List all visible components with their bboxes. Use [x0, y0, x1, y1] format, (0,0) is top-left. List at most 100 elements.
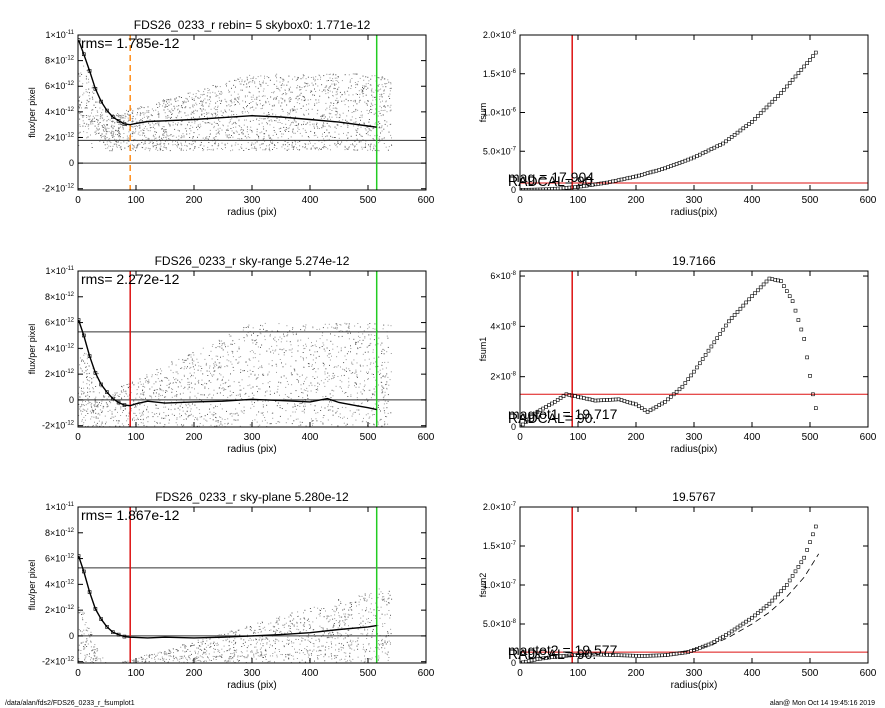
- scatter-point: [138, 409, 140, 411]
- scatter-point: [112, 127, 114, 129]
- scatter-point: [225, 100, 227, 102]
- scatter-point: [328, 378, 330, 380]
- scatter-point: [80, 368, 82, 370]
- scatter-point: [97, 121, 98, 123]
- scatter-point: [175, 404, 177, 405]
- scatter-point: [273, 105, 275, 107]
- scatter-point: [158, 398, 160, 400]
- scatter-point: [341, 381, 343, 383]
- scatter-point: [249, 424, 251, 426]
- scatter-point: [204, 439, 205, 440]
- scatter-point: [188, 687, 189, 688]
- scatter-point: [383, 93, 385, 94]
- scatter-point: [163, 103, 165, 105]
- scatter-point: [373, 393, 375, 395]
- scatter-point: [257, 377, 259, 378]
- scatter-point: [379, 98, 381, 100]
- scatter-point: [284, 336, 286, 338]
- scatter-point: [308, 366, 310, 367]
- scatter-point: [106, 141, 108, 143]
- curve-point: [602, 398, 606, 402]
- scatter-point: [145, 381, 147, 383]
- scatter-point: [151, 140, 153, 142]
- scatter-point: [152, 122, 154, 124]
- scatter-point: [259, 117, 261, 119]
- scatter-point: [289, 97, 291, 99]
- scatter-point: [105, 421, 107, 423]
- scatter-point: [355, 84, 357, 86]
- scatter-point: [338, 117, 340, 119]
- scatter-point: [255, 78, 257, 80]
- scatter-point: [367, 373, 369, 374]
- scatter-point: [115, 678, 116, 679]
- scatter-point: [360, 135, 362, 137]
- scatter-point: [103, 433, 104, 434]
- scatter-point: [197, 419, 199, 421]
- x-tick-label: 600: [860, 432, 877, 443]
- scatter-point: [261, 365, 263, 367]
- scatter-point: [160, 438, 161, 439]
- scatter-point: [240, 83, 242, 85]
- scatter-point: [332, 74, 334, 76]
- scatter-point: [289, 109, 291, 111]
- scatter-point: [283, 333, 284, 335]
- curve-point: [529, 415, 534, 419]
- scatter-point: [129, 133, 131, 135]
- scatter-point: [97, 119, 99, 121]
- scatter-point: [295, 80, 297, 81]
- scatter-point: [366, 346, 368, 348]
- scatter-point: [226, 365, 228, 367]
- curve-point: [695, 365, 699, 370]
- scatter-point: [266, 330, 268, 332]
- scatter-point: [373, 424, 375, 426]
- scatter-point: [295, 390, 297, 392]
- scatter-point: [241, 79, 243, 81]
- scatter-point: [254, 142, 256, 144]
- scatter-point: [181, 415, 182, 417]
- scatter-point: [226, 129, 228, 131]
- scatter-point: [279, 81, 281, 83]
- x-tick-label: 100: [128, 195, 145, 206]
- scatter-point: [320, 410, 322, 411]
- curve-point: [552, 400, 557, 404]
- scatter-point: [315, 418, 317, 420]
- scatter-point: [102, 432, 103, 433]
- scatter-point: [272, 113, 274, 115]
- scatter-point: [345, 367, 347, 369]
- scatter-point: [218, 366, 219, 368]
- scatter-point: [240, 356, 242, 358]
- scatter-point: [367, 100, 369, 102]
- scatter-point: [304, 329, 306, 331]
- scatter-point: [202, 448, 203, 449]
- scatter-point: [102, 114, 104, 116]
- scatter-point: [88, 396, 90, 398]
- scatter-point: [281, 108, 283, 110]
- scatter-point: [176, 396, 178, 398]
- scatter-point: [238, 81, 240, 83]
- scatter-point: [336, 410, 338, 412]
- scatter-point: [297, 405, 299, 407]
- scatter-point: [345, 330, 347, 332]
- scatter-point: [202, 104, 203, 106]
- scatter-point: [179, 444, 180, 445]
- scatter-point: [91, 147, 93, 148]
- scatter-point: [109, 119, 111, 121]
- scatter-point: [141, 142, 143, 143]
- scatter-point: [382, 76, 384, 78]
- scatter-point: [320, 117, 322, 119]
- scatter-point: [299, 405, 301, 407]
- scatter-point: [207, 146, 209, 148]
- scatter-point: [81, 413, 82, 415]
- curve-point: [651, 406, 656, 411]
- scatter-point: [121, 125, 123, 127]
- curve-point: [619, 177, 624, 182]
- scatter-point: [281, 408, 283, 409]
- scatter-point: [336, 328, 338, 330]
- scatter-point: [318, 149, 320, 151]
- scatter-point: [197, 392, 199, 394]
- curve-point: [767, 102, 772, 107]
- scatter-point: [177, 141, 178, 143]
- scatter-point: [323, 415, 325, 416]
- scatter-point: [287, 334, 289, 336]
- curve-point: [813, 406, 818, 410]
